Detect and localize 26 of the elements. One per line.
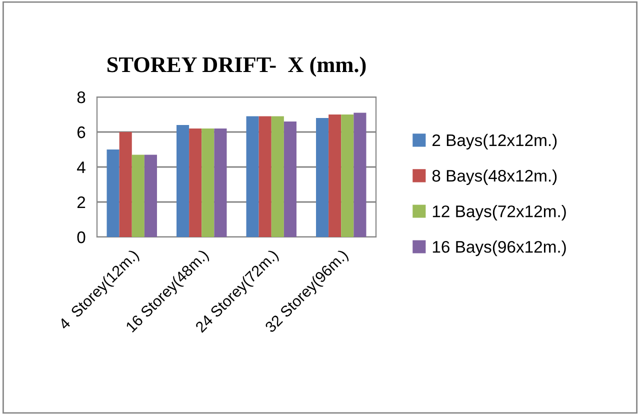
y-tick-label: 0 bbox=[77, 231, 86, 244]
bar bbox=[214, 128, 227, 237]
legend-label: 12 Bays(72x12m.) bbox=[432, 205, 566, 221]
y-tick-label: 2 bbox=[77, 196, 86, 208]
bar bbox=[316, 118, 329, 237]
bar bbox=[341, 114, 354, 237]
bar bbox=[284, 122, 296, 237]
bar bbox=[189, 128, 202, 237]
legend-label: 16 Bays(96x12m.) bbox=[432, 240, 566, 256]
legend-label: 2 Bays(12x12m.) bbox=[432, 134, 557, 150]
legend-label: 8 Bays(48x12m.) bbox=[432, 169, 557, 185]
bar bbox=[202, 128, 214, 237]
y-tick-label: 4 bbox=[77, 162, 86, 174]
chart-title: STOREY DRIFT- X (mm.) bbox=[108, 56, 366, 77]
bar bbox=[119, 132, 132, 237]
bar bbox=[132, 154, 144, 237]
y-tick-label: 8 bbox=[77, 91, 86, 104]
bar bbox=[246, 116, 259, 237]
bar bbox=[258, 116, 272, 237]
bar bbox=[354, 112, 366, 237]
bar bbox=[176, 125, 190, 237]
bar bbox=[144, 154, 157, 237]
bar bbox=[328, 114, 342, 237]
y-tick-label: 6 bbox=[77, 126, 86, 138]
bar bbox=[106, 150, 120, 237]
bar bbox=[271, 116, 284, 237]
